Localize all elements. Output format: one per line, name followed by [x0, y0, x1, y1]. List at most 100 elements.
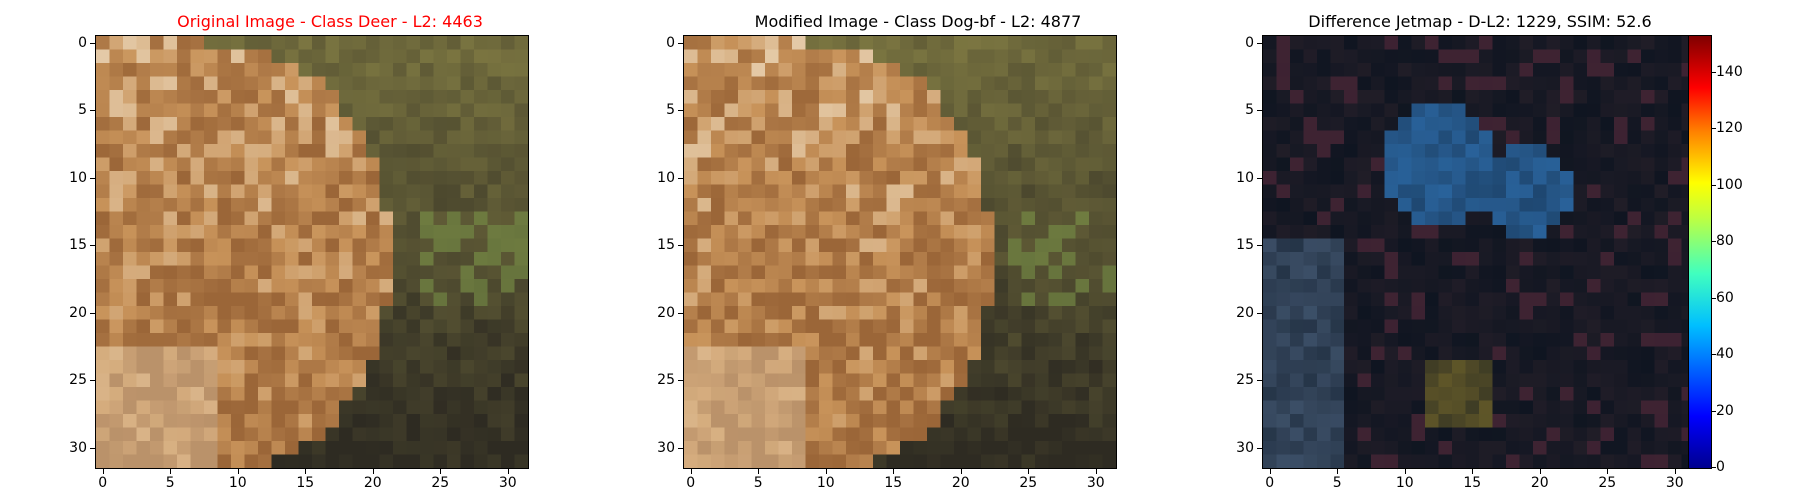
- x-tick-label: 25: [431, 475, 449, 491]
- y-tick-mark: [90, 178, 95, 179]
- x-tick-mark: [1405, 469, 1406, 474]
- colorbar-tick-label: 80: [1716, 233, 1734, 249]
- y-tick-mark: [1257, 448, 1262, 449]
- y-tick-mark: [90, 110, 95, 111]
- x-tick-mark: [1607, 469, 1608, 474]
- y-tick-mark: [90, 43, 95, 44]
- modified-image: [684, 36, 1116, 468]
- y-tick-mark: [1257, 380, 1262, 381]
- x-tick-label: 25: [1019, 475, 1037, 491]
- y-tick-mark: [1257, 313, 1262, 314]
- y-tick-mark: [90, 448, 95, 449]
- x-tick-label: 25: [1598, 475, 1616, 491]
- y-tick-label: 15: [69, 237, 87, 253]
- colorbar-tick-label: 100: [1716, 177, 1743, 193]
- jet-colorbar: [1688, 35, 1712, 469]
- x-tick-label: 30: [1087, 475, 1105, 491]
- y-tick-label: 10: [657, 170, 675, 186]
- x-tick-label: 10: [817, 475, 835, 491]
- y-tick-label: 20: [69, 305, 87, 321]
- y-tick-label: 5: [1245, 102, 1254, 118]
- x-tick-label: 20: [364, 475, 382, 491]
- x-tick-mark: [1540, 469, 1541, 474]
- y-tick-label: 15: [1236, 237, 1254, 253]
- modified-image-title: Modified Image - Class Dog-bf - L2: 4877: [755, 12, 1082, 31]
- x-tick-mark: [758, 469, 759, 474]
- y-tick-label: 30: [657, 440, 675, 456]
- original-image-plot: [95, 35, 529, 469]
- y-tick-mark: [678, 110, 683, 111]
- y-tick-label: 15: [657, 237, 675, 253]
- x-tick-label: 30: [499, 475, 517, 491]
- x-tick-label: 15: [296, 475, 314, 491]
- colorbar-tick-label: 120: [1716, 120, 1743, 136]
- x-tick-label: 15: [1463, 475, 1481, 491]
- x-tick-mark: [1096, 469, 1097, 474]
- y-tick-mark: [1257, 178, 1262, 179]
- x-tick-mark: [373, 469, 374, 474]
- difference-jetmap-image: [1263, 36, 1695, 468]
- y-tick-label: 5: [666, 102, 675, 118]
- original-image-title: Original Image - Class Deer - L2: 4463: [177, 12, 483, 31]
- y-tick-label: 25: [69, 372, 87, 388]
- x-tick-mark: [238, 469, 239, 474]
- x-tick-mark: [826, 469, 827, 474]
- x-tick-mark: [170, 469, 171, 474]
- y-tick-label: 25: [657, 372, 675, 388]
- x-tick-mark: [103, 469, 104, 474]
- x-tick-label: 0: [686, 475, 695, 491]
- y-tick-label: 25: [1236, 372, 1254, 388]
- y-tick-label: 5: [78, 102, 87, 118]
- difference-jetmap-plot: [1262, 35, 1696, 469]
- colorbar-tick-label: 140: [1716, 64, 1743, 80]
- x-tick-label: 10: [229, 475, 247, 491]
- y-tick-mark: [1257, 245, 1262, 246]
- x-tick-mark: [1270, 469, 1271, 474]
- x-tick-label: 20: [952, 475, 970, 491]
- x-tick-mark: [305, 469, 306, 474]
- y-tick-label: 30: [69, 440, 87, 456]
- x-tick-mark: [961, 469, 962, 474]
- y-tick-label: 10: [69, 170, 87, 186]
- y-tick-label: 20: [657, 305, 675, 321]
- y-tick-label: 0: [1245, 35, 1254, 51]
- original-image: [96, 36, 528, 468]
- x-tick-label: 30: [1666, 475, 1684, 491]
- y-tick-mark: [678, 43, 683, 44]
- y-tick-mark: [90, 313, 95, 314]
- y-tick-label: 20: [1236, 305, 1254, 321]
- y-tick-label: 30: [1236, 440, 1254, 456]
- difference-jetmap-title: Difference Jetmap - D-L2: 1229, SSIM: 52…: [1308, 12, 1651, 31]
- x-tick-mark: [440, 469, 441, 474]
- x-tick-mark: [893, 469, 894, 474]
- y-tick-mark: [678, 178, 683, 179]
- y-tick-mark: [678, 313, 683, 314]
- colorbar-tick-label: 0: [1716, 459, 1725, 475]
- y-tick-label: 10: [1236, 170, 1254, 186]
- y-tick-label: 0: [78, 35, 87, 51]
- x-tick-label: 0: [98, 475, 107, 491]
- y-tick-mark: [678, 448, 683, 449]
- x-tick-label: 5: [1333, 475, 1342, 491]
- colorbar-tick-label: 20: [1716, 403, 1734, 419]
- x-tick-label: 5: [754, 475, 763, 491]
- y-tick-mark: [678, 245, 683, 246]
- y-tick-mark: [1257, 43, 1262, 44]
- y-tick-label: 0: [666, 35, 675, 51]
- x-tick-label: 15: [884, 475, 902, 491]
- x-tick-mark: [1472, 469, 1473, 474]
- modified-image-plot: [683, 35, 1117, 469]
- y-tick-mark: [90, 380, 95, 381]
- x-tick-mark: [508, 469, 509, 474]
- y-tick-mark: [90, 245, 95, 246]
- y-tick-mark: [678, 380, 683, 381]
- x-tick-label: 5: [166, 475, 175, 491]
- colorbar-tick-label: 60: [1716, 290, 1734, 306]
- x-tick-mark: [1337, 469, 1338, 474]
- colorbar-tick-label: 40: [1716, 346, 1734, 362]
- x-tick-label: 10: [1396, 475, 1414, 491]
- x-tick-mark: [1675, 469, 1676, 474]
- x-tick-mark: [1028, 469, 1029, 474]
- x-tick-label: 20: [1531, 475, 1549, 491]
- x-tick-label: 0: [1265, 475, 1274, 491]
